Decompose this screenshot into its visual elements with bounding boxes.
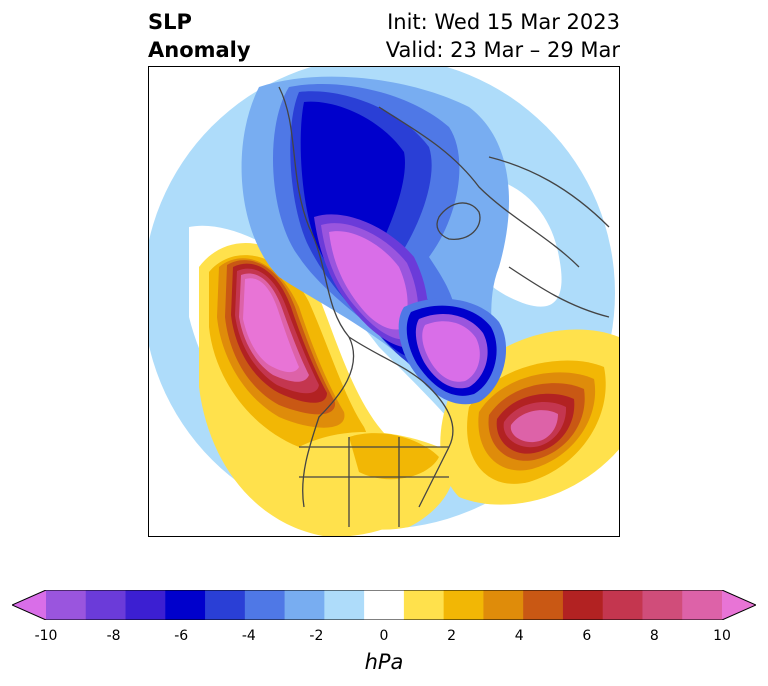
colorbar-tick-label: 6 — [582, 628, 592, 644]
map-panel — [148, 66, 620, 537]
colorbar-units-label: hPa — [364, 650, 404, 674]
colorbar-bin — [205, 590, 246, 620]
colorbar-bin — [85, 590, 127, 620]
colorbar-bin — [165, 590, 206, 620]
colorbar-tick-label: -2 — [309, 628, 324, 644]
colorbar-tick-label: 8 — [649, 628, 659, 644]
colorbar-tick-label: -8 — [106, 628, 121, 644]
colorbar-tick-label: 10 — [713, 628, 731, 644]
slp-anomaly-map — [149, 67, 619, 536]
colorbar — [12, 590, 756, 620]
init-date-text: Init: Wed 15 Mar 2023 — [387, 10, 620, 34]
colorbar-bin — [125, 590, 166, 620]
colorbar-bin — [324, 590, 365, 620]
colorbar-bin — [483, 590, 524, 620]
colorbar-bin — [682, 590, 723, 620]
colorbar-bin — [642, 590, 683, 620]
colorbar-tick-label: 0 — [379, 628, 389, 644]
colorbar-extend-high — [722, 590, 756, 620]
colorbar-bin — [364, 590, 405, 620]
colorbar-bin — [403, 590, 445, 620]
colorbar-tick-label: 2 — [447, 628, 457, 644]
colorbar-tick-label: -4 — [241, 628, 256, 644]
colorbar-tick-label: 4 — [514, 628, 524, 644]
coastlines — [278, 86, 610, 527]
high-anomaly-north-america-core — [349, 433, 439, 480]
title-variable-line1: SLP — [148, 10, 192, 34]
title-variable-line2: Anomaly — [148, 38, 251, 62]
colorbar-bin — [46, 590, 87, 620]
map-title: SLP Anomaly — [148, 8, 251, 64]
low-anomaly-greenland — [398, 298, 507, 405]
colorbar-bin — [602, 590, 643, 620]
colorbar-bin — [284, 590, 325, 620]
colorbar-bin — [523, 590, 564, 620]
valid-date-text: Valid: 23 Mar – 29 Mar — [385, 38, 620, 62]
colorbar-tick-label: -10 — [34, 628, 58, 644]
colorbar-bin — [562, 590, 604, 620]
map-dates: Init: Wed 15 Mar 2023 Valid: 23 Mar – 29… — [386, 8, 620, 64]
colorbar-bin — [443, 590, 484, 620]
colorbar-extend-low — [12, 590, 46, 620]
colorbar-tick-label: -6 — [174, 628, 189, 644]
colorbar-bin — [244, 590, 286, 620]
